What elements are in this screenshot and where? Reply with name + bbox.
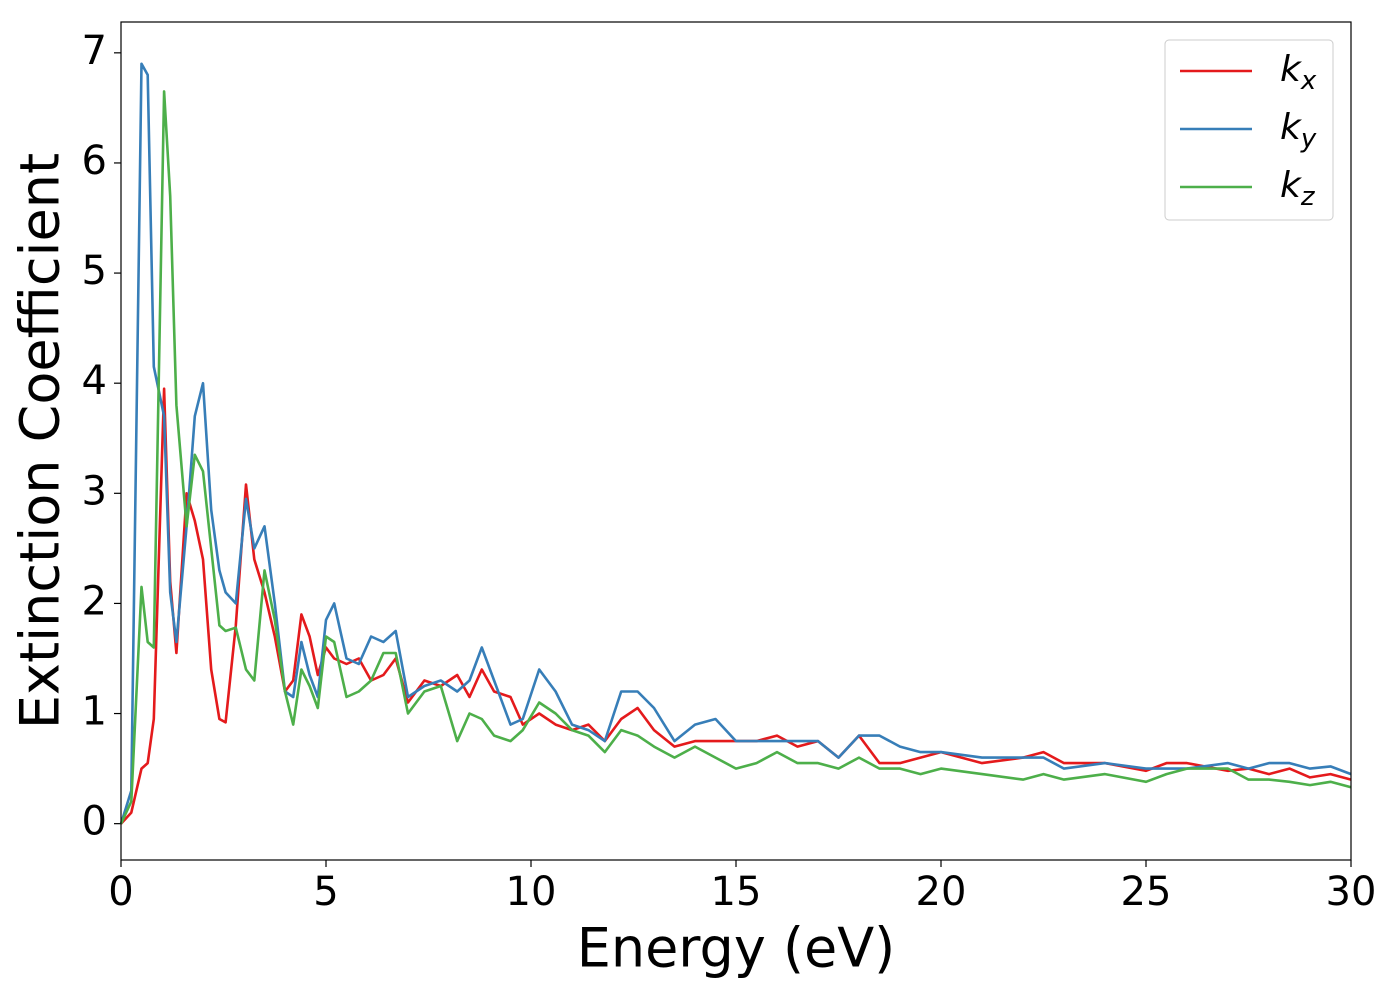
y-axis-label: Extinction Coefficient <box>9 153 72 729</box>
x-tick-label: 20 <box>916 869 967 915</box>
y-tick-label: 6 <box>82 138 107 184</box>
legend-label: ky <box>1280 107 1317 154</box>
legend-label: kx <box>1280 49 1317 96</box>
y-tick-label: 3 <box>82 468 107 514</box>
y-tick-label: 2 <box>82 578 107 624</box>
y-tick-label: 1 <box>82 689 107 735</box>
x-tick-label: 25 <box>1121 869 1172 915</box>
legend-label: kz <box>1280 165 1316 212</box>
x-axis-label: Energy (eV) <box>577 917 896 980</box>
x-tick-label: 30 <box>1326 869 1377 915</box>
y-tick-label: 4 <box>82 358 107 404</box>
x-tick-label: 10 <box>506 869 557 915</box>
plot-frame <box>120 21 1352 861</box>
x-tick-label: 0 <box>108 869 133 915</box>
data-line <box>120 387 1352 825</box>
x-tick-label: 5 <box>313 869 338 915</box>
y-tick-label: 5 <box>82 248 107 294</box>
x-tick-label: 15 <box>711 869 762 915</box>
legend: kx ky kz <box>1164 39 1334 221</box>
data-line <box>119 90 1352 825</box>
y-tick-label: 7 <box>82 28 107 74</box>
y-tick-label: 0 <box>82 799 107 845</box>
data-line <box>119 62 1352 825</box>
